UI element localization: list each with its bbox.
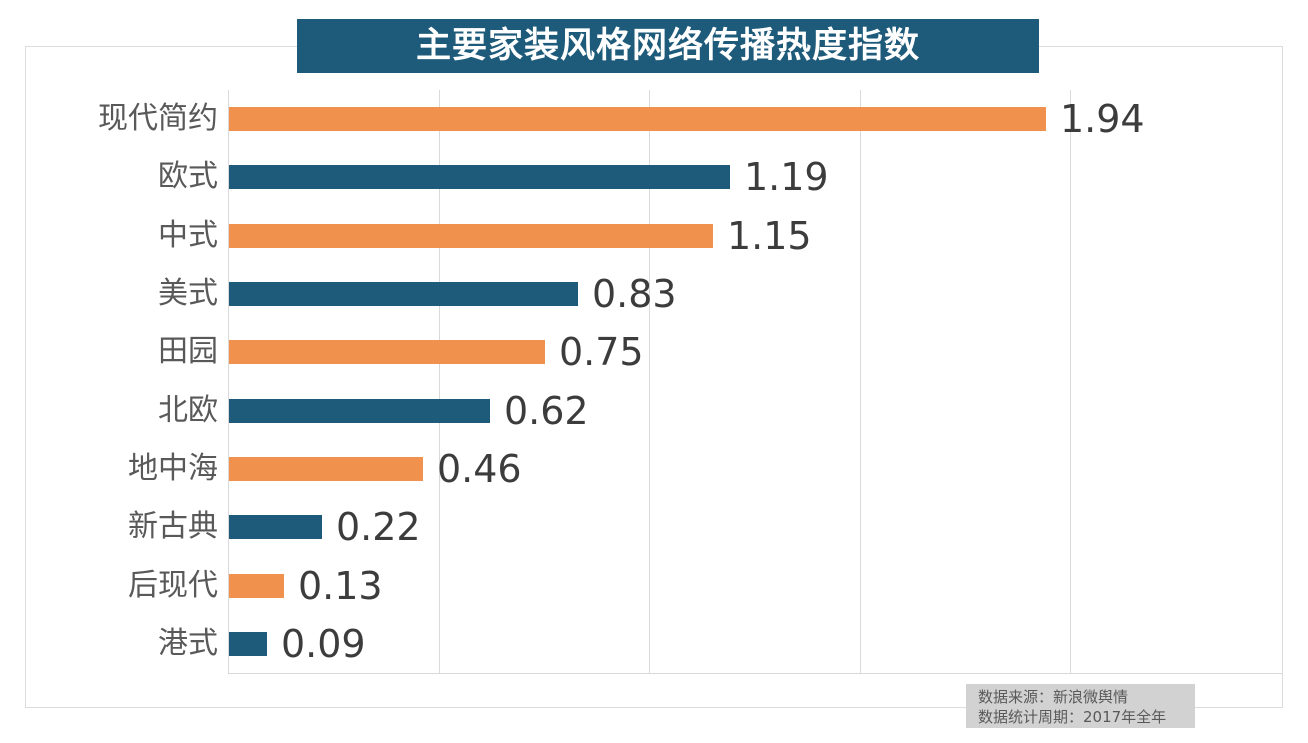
value-label: 1.19 <box>744 155 829 199</box>
x-axis-line <box>228 673 1282 674</box>
bar <box>229 165 730 189</box>
bar <box>229 107 1046 131</box>
category-label: 地中海 <box>128 451 218 486</box>
bar <box>229 515 322 539</box>
category-label: 后现代 <box>128 568 218 603</box>
gridline-x-3 <box>860 90 861 673</box>
category-label: 中式 <box>158 218 218 253</box>
category-label: 北欧 <box>158 393 218 428</box>
value-label: 0.46 <box>437 447 522 491</box>
data-source-note: 数据来源：新浪微舆情 数据统计周期：2017年全年 <box>966 684 1195 728</box>
category-label: 港式 <box>158 626 218 661</box>
value-label: 1.15 <box>727 214 812 258</box>
bar <box>229 399 490 423</box>
category-label: 田园 <box>158 334 218 369</box>
chart-title: 主要家装风格网络传播热度指数 <box>297 19 1039 73</box>
bar <box>229 340 545 364</box>
value-label: 1.94 <box>1060 97 1145 141</box>
bar <box>229 224 713 248</box>
gridline-x-4 <box>1070 90 1071 673</box>
bar <box>229 632 267 656</box>
category-label: 欧式 <box>158 159 218 194</box>
value-label: 0.13 <box>298 564 383 608</box>
gridline-x-2 <box>649 90 650 673</box>
value-label: 0.83 <box>592 272 677 316</box>
source-line-origin: 数据来源：新浪微舆情 <box>978 688 1129 706</box>
value-label: 0.22 <box>336 505 421 549</box>
value-label: 0.75 <box>559 330 644 374</box>
bar <box>229 574 284 598</box>
bar <box>229 282 578 306</box>
value-label: 0.09 <box>281 622 366 666</box>
value-label: 0.62 <box>504 389 589 433</box>
gridline-x-1 <box>439 90 440 673</box>
category-label: 新古典 <box>128 509 218 544</box>
gridline-x-0 <box>228 90 229 673</box>
category-label: 现代简约 <box>98 101 218 136</box>
source-line-period: 数据统计周期：2017年全年 <box>978 708 1167 726</box>
bar <box>229 457 423 481</box>
category-label: 美式 <box>158 276 218 311</box>
